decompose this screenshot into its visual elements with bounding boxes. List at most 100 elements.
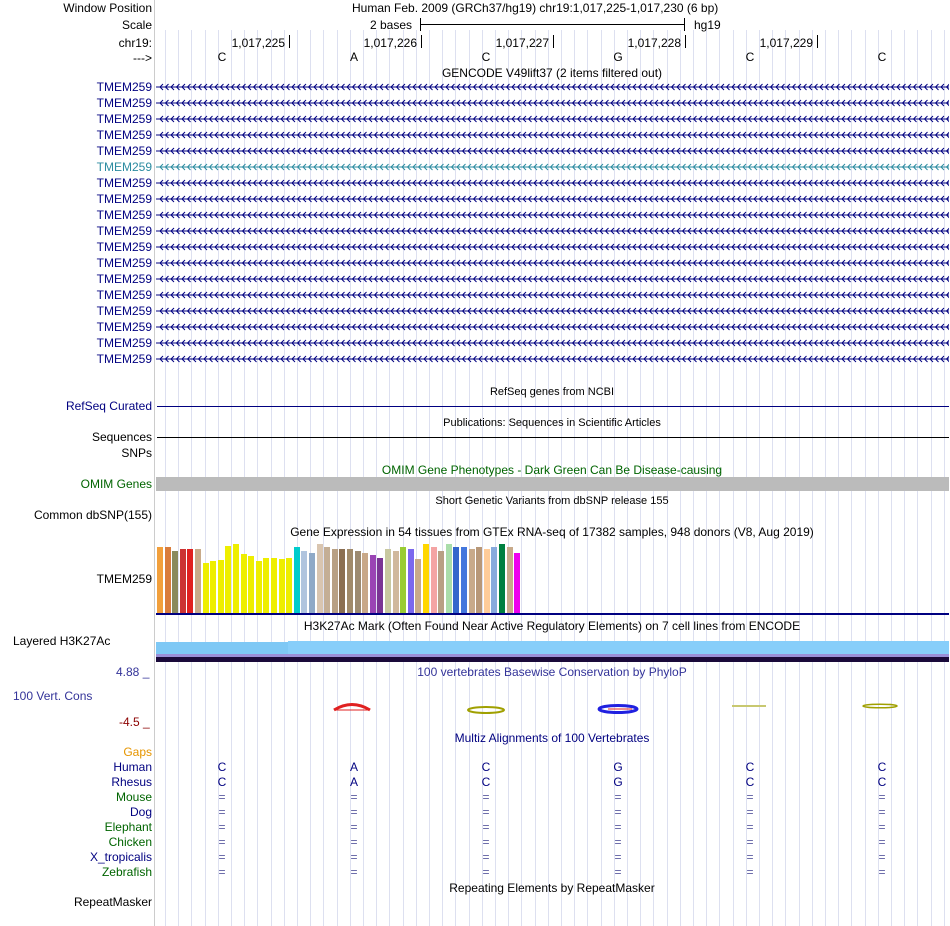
dbsnp-label[interactable]: Common dbSNP(155) xyxy=(33,508,152,522)
gene-label-tmem259[interactable]: TMEM259 xyxy=(96,304,152,318)
gene-model-line[interactable] xyxy=(156,81,950,93)
gtex-tissue-bar[interactable] xyxy=(179,549,186,613)
gtex-tissue-bar[interactable] xyxy=(240,554,247,613)
gtex-tissue-bar[interactable] xyxy=(362,553,369,613)
gtex-tissue-bar[interactable] xyxy=(423,544,429,613)
gtex-tissue-bar[interactable] xyxy=(392,551,399,613)
gtex-tissue-bar[interactable] xyxy=(271,558,277,613)
gene-label-tmem259[interactable]: TMEM259 xyxy=(96,112,152,126)
gtex-tissue-bar[interactable] xyxy=(430,547,437,613)
species-label-human[interactable]: Human xyxy=(113,760,152,774)
gene-label-tmem259[interactable]: TMEM259 xyxy=(96,160,152,174)
gene-model-line[interactable] xyxy=(156,321,950,333)
publications-track-title[interactable]: Publications: Sequences in Scientific Ar… xyxy=(443,417,661,429)
gtex-tissue-bar[interactable] xyxy=(164,547,171,613)
gtex-tissue-bar[interactable] xyxy=(407,549,414,613)
gene-label-tmem259[interactable]: TMEM259 xyxy=(96,192,152,206)
gtex-tissue-bar[interactable] xyxy=(309,553,315,613)
gene-model-line[interactable] xyxy=(156,177,950,189)
phylop-track-title[interactable]: 100 vertebrates Basewise Conservation by… xyxy=(417,665,687,679)
gtex-tissue-bar[interactable] xyxy=(445,544,452,613)
species-label-chicken[interactable]: Chicken xyxy=(108,835,152,849)
gaps-label[interactable]: Gaps xyxy=(123,745,152,759)
gene-label-tmem259[interactable]: TMEM259 xyxy=(96,352,152,366)
gene-label-tmem259[interactable]: TMEM259 xyxy=(96,208,152,222)
gtex-tissue-bar[interactable] xyxy=(385,549,391,613)
gene-model-line[interactable] xyxy=(156,353,950,365)
gtex-tissue-bar[interactable] xyxy=(377,558,384,613)
gene-model-line[interactable] xyxy=(156,337,950,349)
gtex-tissue-bar[interactable] xyxy=(202,563,209,613)
gene-label-tmem259[interactable]: TMEM259 xyxy=(96,272,152,286)
gtex-tissue-bar[interactable] xyxy=(278,559,285,613)
species-label-zebrafish[interactable]: Zebrafish xyxy=(101,865,152,879)
gtex-tissue-bar[interactable] xyxy=(468,549,475,613)
species-label-elephant[interactable]: Elephant xyxy=(104,820,152,834)
gtex-tissue-bar[interactable] xyxy=(491,547,498,613)
gtex-tissue-bar[interactable] xyxy=(331,549,338,613)
gene-label-tmem259[interactable]: TMEM259 xyxy=(96,224,152,238)
gene-model-line[interactable] xyxy=(156,113,950,125)
gtex-tissue-bar[interactable] xyxy=(514,553,521,613)
species-label-dog[interactable]: Dog xyxy=(129,805,152,819)
phylop-label[interactable]: 100 Vert. Cons xyxy=(13,689,93,703)
gtex-tissue-bar[interactable] xyxy=(499,544,505,613)
multiz-track-title[interactable]: Multiz Alignments of 100 Vertebrates xyxy=(454,731,650,745)
gtex-tissue-bar[interactable] xyxy=(263,558,270,613)
gene-model-line[interactable] xyxy=(156,273,950,285)
h3k27ac-signal[interactable] xyxy=(156,634,949,662)
gtex-bar-chart[interactable] xyxy=(156,540,949,613)
gtex-tissue-bar[interactable] xyxy=(248,556,255,613)
gene-label-tmem259[interactable]: TMEM259 xyxy=(96,240,152,254)
gtex-tissue-bar[interactable] xyxy=(354,551,361,613)
gtex-tissue-bar[interactable] xyxy=(316,544,323,613)
gene-model-line[interactable] xyxy=(156,209,950,221)
species-label-mouse[interactable]: Mouse xyxy=(115,790,152,804)
gtex-tissue-bar[interactable] xyxy=(369,555,376,613)
gtex-tissue-bar[interactable] xyxy=(293,547,300,613)
gtex-tissue-bar[interactable] xyxy=(225,546,232,613)
gtex-tissue-bar[interactable] xyxy=(195,549,201,613)
gene-label-tmem259[interactable]: TMEM259 xyxy=(96,256,152,270)
gene-model-line[interactable] xyxy=(156,193,950,205)
gtex-tissue-bar[interactable] xyxy=(438,551,445,613)
gtex-tissue-bar[interactable] xyxy=(415,559,422,613)
gtex-tissue-bar[interactable] xyxy=(286,558,293,613)
gtex-tissue-bar[interactable] xyxy=(400,547,407,613)
sequences-label[interactable]: Sequences xyxy=(91,430,152,444)
species-label-x_tropicalis[interactable]: X_tropicalis xyxy=(89,850,152,864)
gene-label-tmem259[interactable]: TMEM259 xyxy=(96,320,152,334)
refseq-line[interactable] xyxy=(157,406,949,407)
gene-model-line[interactable] xyxy=(156,161,950,173)
snps-label[interactable]: SNPs xyxy=(121,446,152,460)
gtex-track-title[interactable]: Gene Expression in 54 tissues from GTEx … xyxy=(290,525,814,539)
repeatmasker-label[interactable]: RepeatMasker xyxy=(73,895,152,909)
gene-label-tmem259[interactable]: TMEM259 xyxy=(96,96,152,110)
gene-model-line[interactable] xyxy=(156,225,950,237)
gtex-tissue-bar[interactable] xyxy=(461,547,467,613)
gtex-tissue-bar[interactable] xyxy=(172,551,179,613)
gtex-tissue-bar[interactable] xyxy=(187,549,194,613)
gene-model-line[interactable] xyxy=(156,289,950,301)
gene-model-line[interactable] xyxy=(156,241,950,253)
gtex-tissue-bar[interactable] xyxy=(255,561,262,613)
gene-label-tmem259[interactable]: TMEM259 xyxy=(96,336,152,350)
gtex-tissue-bar[interactable] xyxy=(453,547,460,613)
gtex-tissue-bar[interactable] xyxy=(217,560,224,613)
sequences-line[interactable] xyxy=(157,437,949,438)
gene-model-line[interactable] xyxy=(156,145,950,157)
h3k27ac-track-title[interactable]: H3K27Ac Mark (Often Found Near Active Re… xyxy=(303,619,801,633)
repeatmasker-track-title[interactable]: Repeating Elements by RepeatMasker xyxy=(449,881,655,895)
gene-model-line[interactable] xyxy=(156,129,950,141)
gene-model-line[interactable] xyxy=(156,257,950,269)
gtex-tissue-bar[interactable] xyxy=(210,561,217,613)
refseq-track-title[interactable]: RefSeq genes from NCBI xyxy=(489,386,615,398)
omim-track-title[interactable]: OMIM Gene Phenotypes - Dark Green Can Be… xyxy=(381,463,723,477)
gtex-tissue-bar[interactable] xyxy=(301,551,308,613)
gene-label-tmem259[interactable]: TMEM259 xyxy=(96,144,152,158)
omim-bar[interactable] xyxy=(156,477,949,491)
gtex-tissue-bar[interactable] xyxy=(347,549,353,613)
h3k27ac-label[interactable]: Layered H3K27Ac xyxy=(13,634,111,648)
gtex-gene-label[interactable]: TMEM259 xyxy=(96,572,152,586)
gtex-tissue-bar[interactable] xyxy=(506,547,513,613)
